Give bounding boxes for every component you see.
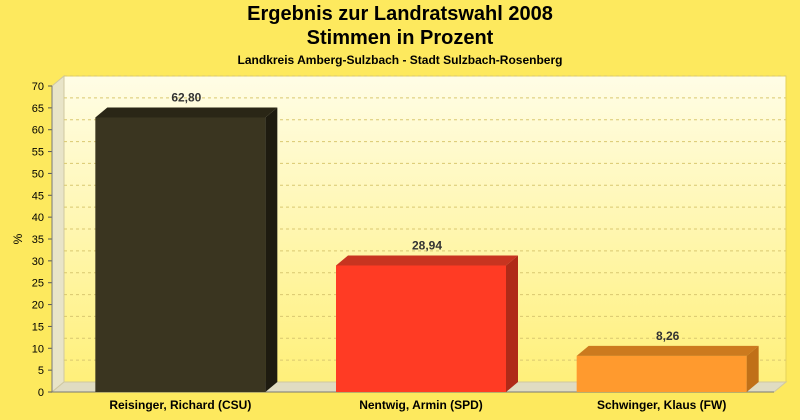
y-tick-label: 50 [32,168,44,180]
y-tick-label: 35 [32,234,44,246]
y-tick-label: 25 [32,278,44,290]
y-tick-label: 70 [32,81,44,93]
bar-top [95,107,278,118]
data-label: 8,26 [656,329,680,343]
chart-title-line2: Stimmen in Prozent [306,27,494,49]
bar-side [265,107,278,392]
data-label: 28,94 [412,238,442,252]
x-tick-label: Nentwig, Armin (SPD) [359,398,483,412]
y-axis-label: % [11,233,25,244]
bar-front [95,117,266,392]
y-tick-label: 45 [32,190,44,202]
y-tick-label: 40 [32,212,44,224]
bar-front [576,355,747,392]
y-tick-label: 5 [38,365,44,377]
bar-side [746,345,759,392]
y-tick-label: 0 [38,387,44,399]
data-label: 62,80 [171,90,201,104]
y-tick-label: 30 [32,256,44,268]
bar-side [506,255,518,392]
chart-title: Ergebnis zur Landratswahl 2008 [247,3,553,25]
y-tick-label: 20 [32,300,44,312]
y-tick-label: 15 [32,321,44,333]
x-tick-label: Schwinger, Klaus (FW) [597,398,726,412]
y-tick-label: 65 [32,103,44,115]
bar-front [336,265,506,392]
plot-side-wall [51,74,65,394]
y-tick-label: 60 [32,125,44,137]
chart-subtitle: Landkreis Amberg-Sulzbach - Stadt Sulzba… [237,53,563,67]
y-tick-label: 55 [32,147,44,159]
bar-top [576,345,759,356]
y-tick-label: 10 [32,343,44,355]
x-tick-label: Reisinger, Richard (CSU) [109,398,251,412]
bar-top [336,255,518,266]
